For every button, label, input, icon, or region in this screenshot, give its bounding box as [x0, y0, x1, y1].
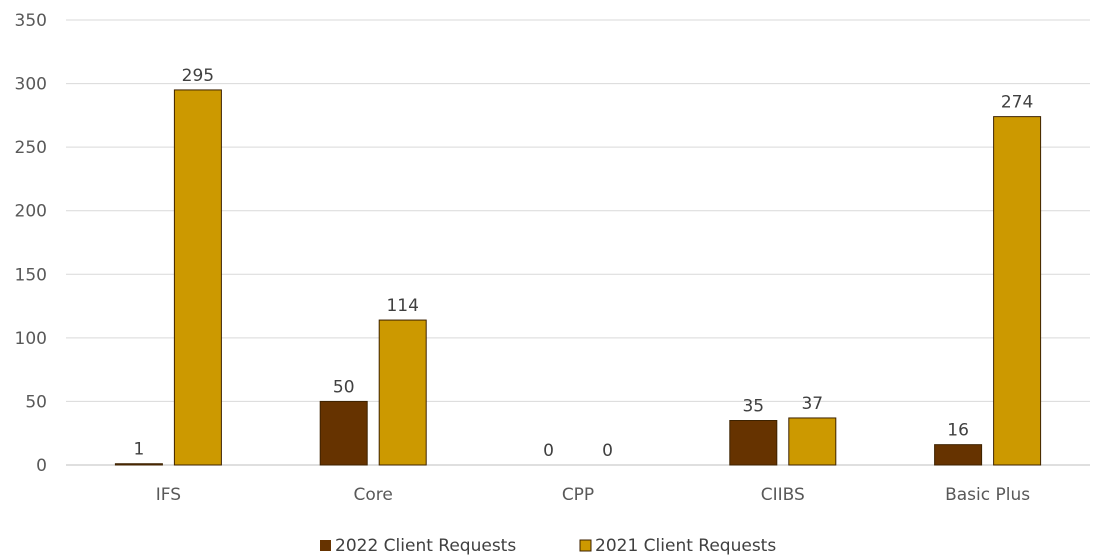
data-labels: 1 295 50 114 0 0 35 37 16 274	[133, 66, 1033, 461]
data-label: 1	[133, 440, 144, 460]
legend-swatch	[579, 539, 592, 552]
x-tick-label: CIIBS	[761, 485, 805, 505]
y-tick-label: 50	[25, 392, 47, 412]
x-tick-label: Core	[354, 485, 393, 505]
x-axis-ticks: IFS Core CPP CIIBS Basic Plus	[156, 485, 1030, 505]
bar-2022-basic-plus	[934, 444, 983, 466]
data-label: 114	[386, 296, 418, 316]
bars	[114, 89, 1042, 466]
y-tick-label: 150	[15, 265, 47, 285]
bar-2021-ifs	[173, 89, 222, 466]
data-label: 16	[947, 421, 969, 441]
data-label: 0	[602, 441, 613, 461]
bar-2021-core	[378, 319, 427, 466]
legend: 2022 Client Requests 2021 Client Requests	[320, 536, 776, 556]
legend-label: 2022 Client Requests	[335, 536, 516, 556]
x-tick-label: Basic Plus	[945, 485, 1030, 505]
y-tick-label: 200	[15, 202, 47, 222]
x-tick-label: CPP	[562, 485, 594, 505]
data-label: 0	[543, 441, 554, 461]
y-tick-label: 0	[36, 456, 47, 476]
y-tick-label: 100	[15, 329, 47, 349]
data-label: 295	[182, 66, 214, 86]
gridlines	[66, 19, 1090, 466]
bar-2021-basic-plus	[993, 116, 1042, 466]
y-tick-label: 250	[15, 138, 47, 158]
legend-swatch	[320, 540, 331, 551]
bar-2022-core	[319, 400, 368, 466]
bar-2021-ciibs	[788, 417, 837, 466]
legend-label: 2021 Client Requests	[595, 536, 776, 556]
data-label: 274	[1001, 93, 1033, 113]
y-axis-ticks: 0 50 100 150 200 250 300 350	[15, 11, 47, 476]
bar-2022-ciibs	[729, 420, 778, 466]
data-label: 50	[333, 377, 355, 397]
y-tick-label: 350	[15, 11, 47, 31]
y-tick-label: 300	[15, 75, 47, 95]
x-tick-label: IFS	[156, 485, 181, 505]
data-label: 37	[801, 394, 823, 414]
bar-2022-ifs	[114, 463, 163, 466]
data-label: 35	[742, 397, 764, 417]
